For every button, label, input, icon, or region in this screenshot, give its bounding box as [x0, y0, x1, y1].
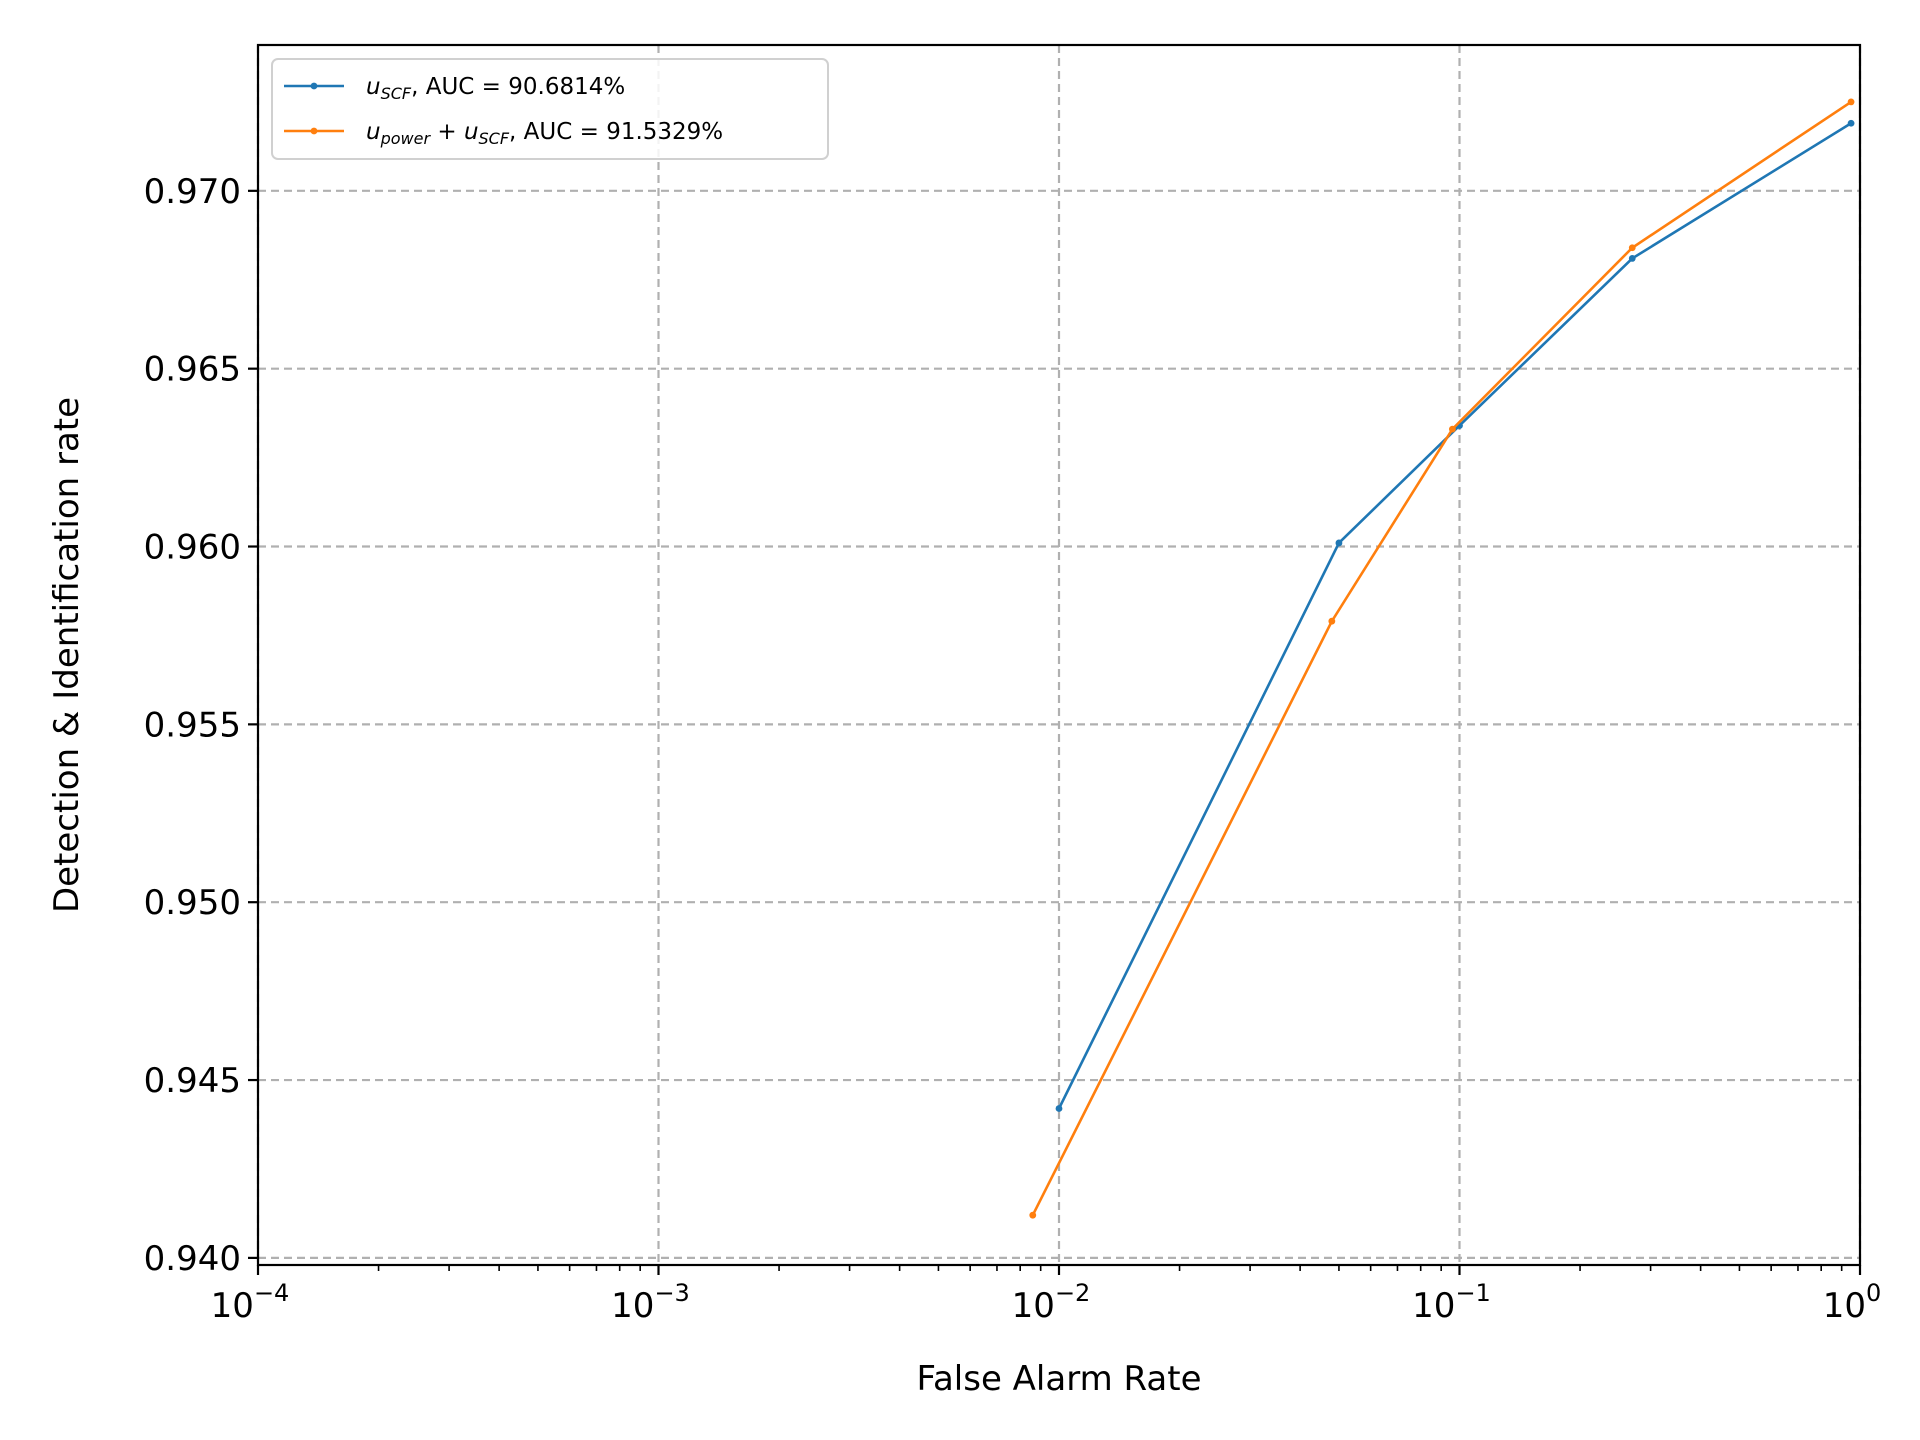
series-1-point	[1328, 617, 1336, 625]
y-tick-label: 0.950	[144, 883, 241, 923]
legend: uSCF, AUC = 90.6814% upower + uSCF, AUC =…	[271, 58, 829, 160]
y-tick-label: 0.960	[144, 528, 241, 568]
x-tick-label: 100	[1823, 1279, 1882, 1326]
x-tick-label: 10−4	[211, 1279, 290, 1326]
x-tick-label: 10−2	[1012, 1279, 1091, 1326]
y-tick-label: 0.940	[144, 1239, 241, 1279]
legend-entries: uSCF, AUC = 90.6814% upower + uSCF, AUC =…	[284, 74, 723, 148]
x-tick-label: 10−3	[611, 1279, 690, 1326]
legend-swatch-marker	[310, 82, 318, 90]
y-tick-label: 0.970	[144, 172, 241, 212]
series-1-point	[1448, 425, 1456, 433]
legend-label: uSCF, AUC = 90.6814%	[366, 74, 625, 103]
y-tick-label: 0.955	[144, 705, 241, 745]
series-0-point	[1055, 1105, 1063, 1112]
y-tick-label: 0.945	[144, 1061, 241, 1101]
x-axis-label: False Alarm Rate	[917, 1359, 1202, 1399]
y-axis-label: Detection & Identification rate	[47, 397, 87, 913]
series-0-point	[1847, 119, 1855, 127]
series-1-point	[1029, 1211, 1037, 1219]
legend-swatch-marker	[310, 127, 318, 135]
series-1-point	[1628, 244, 1636, 252]
series-0-point	[1628, 255, 1636, 262]
x-tick-label: 10−1	[1412, 1279, 1491, 1326]
legend-label: upower + uSCF, AUC = 91.5329%	[366, 119, 723, 148]
series-layer	[1029, 98, 1855, 1219]
legend-box	[271, 58, 829, 160]
y-tick-label: 0.965	[144, 350, 241, 390]
series-0-point	[1335, 539, 1343, 547]
axis-ticks: 0.940 0.945 0.950 0.955 0.960 0.965 0.970 10−4 1…	[144, 172, 1882, 1326]
series-1-point	[1847, 98, 1855, 106]
